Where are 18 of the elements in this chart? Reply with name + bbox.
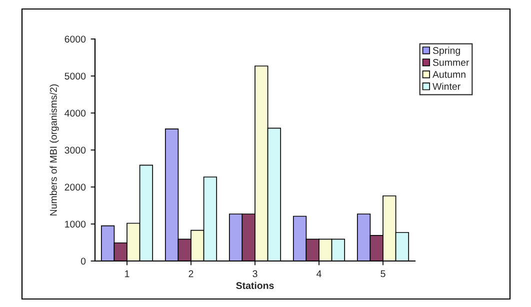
legend-label: Spring xyxy=(432,46,460,56)
y-tick-label: 3000 xyxy=(64,146,86,154)
y-tick-label: 6000 xyxy=(64,36,86,43)
y-tick-label: 1000 xyxy=(65,220,86,228)
y-tick-label: 0 xyxy=(80,258,86,265)
x-tick-label: 3 xyxy=(252,270,258,278)
x-tick-label: 4 xyxy=(316,270,322,278)
x-axis-title: Stations xyxy=(236,282,274,290)
x-tick-label: 5 xyxy=(380,270,386,278)
legend-label: Summer xyxy=(432,59,470,66)
legend-label: Autumn xyxy=(432,71,466,78)
legend-label: Winter xyxy=(432,82,460,90)
x-tick-label: 1 xyxy=(125,270,130,278)
y-tick-label: 4000 xyxy=(64,110,86,117)
y-axis-title: Numbers of MBI (organisms/2) xyxy=(50,84,59,216)
y-tick-label: 2000 xyxy=(64,184,86,191)
y-tick-label: 5000 xyxy=(64,72,86,80)
x-tick-label: 2 xyxy=(188,270,194,278)
